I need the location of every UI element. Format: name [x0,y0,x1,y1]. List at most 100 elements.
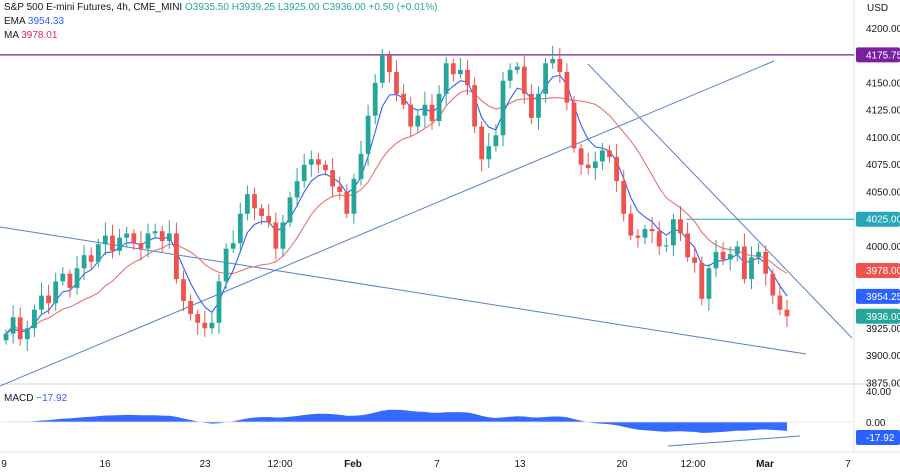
price-labels: 4175.75 4025.00 3978.00 3954.25 3936.00 [856,47,900,324]
candle-body [124,233,130,238]
candle-body [592,161,598,168]
candle-body [131,233,137,244]
candle-body [387,55,392,73]
candle-body [408,104,414,127]
candle-body [756,251,761,258]
candle-body [770,273,776,296]
candle-body [237,213,243,244]
time-tick-label: Mar [756,459,774,470]
candle-body [699,262,705,299]
candle-body [32,309,37,329]
time-tick-label: 7 [845,459,851,470]
price-label-tag [856,211,900,227]
candle-body [507,69,513,81]
candle-body [742,246,747,280]
candle-body [3,333,9,341]
ema-label: EMA [4,16,26,27]
candle-body [713,251,719,269]
candle-body [351,178,357,214]
candle-body [95,244,101,262]
low-value: L3925.00 [277,2,320,13]
candle-body [692,257,698,263]
moving-averages [5,74,788,335]
candle-body [493,135,499,147]
price-tick-label: 4100.00 [866,133,900,144]
candle-body [230,243,236,249]
horizontal-levels [0,54,854,220]
candle-body [301,164,307,182]
candle-body [394,72,399,94]
symbol-title: S&P 500 E-mini Futures, 4h, CME_MINI [4,2,183,13]
price-label-text: 4175.75 [866,50,900,61]
candle-body [521,66,527,94]
candle-body [727,254,733,260]
macd-divergence-line [667,435,801,447]
candle-body [152,231,158,234]
price-label-text: 4025.00 [866,215,900,226]
candle-body [245,194,250,214]
time-axis[interactable]: 9 16 23 12:00 Feb 7 13 20 12:00 Mar 7 [1,459,851,470]
price-tick-label: 3900.00 [866,351,900,362]
price-tick-label: 3925.00 [866,324,900,335]
candle-body [465,69,470,86]
candle-body [678,219,683,234]
ma-row[interactable]: MA 3978.01 [4,29,437,43]
price-tick-label: 4125.00 [866,106,900,117]
price-label-tag [856,288,900,304]
ma-label: MA [4,30,19,41]
candle-body [564,72,570,103]
time-tick-label: 16 [99,459,111,470]
candle-body [159,231,165,242]
candle-body [195,314,201,323]
time-tick-label: 9 [1,459,7,470]
candle-body [685,233,690,258]
candle-body [223,248,229,282]
candle-body [656,231,662,247]
high-value: H3939.25 [231,2,276,13]
candle-body [557,58,563,73]
candle-body [401,93,406,105]
candle-body [166,233,172,242]
candle-body [720,251,726,260]
price-tick-label: 4200.00 [866,24,900,35]
candle-body [671,219,676,246]
macd-area-fill [6,409,787,433]
time-tick-label: Feb [344,459,362,470]
candles [3,45,790,352]
candle-body [706,268,712,299]
time-tick-label: 7 [434,459,440,470]
macd-axis: 40.00 0.00 -17.92 [856,387,900,445]
ma-value: 3978.01 [21,30,58,41]
candle-body [450,63,456,75]
macd-tick-label: 40.00 [866,387,891,398]
candle-body [308,159,314,165]
candle-body [550,58,556,64]
candle-body [110,235,115,251]
candle-body [252,194,257,209]
macd-legend[interactable]: MACD −17.92 [4,392,67,406]
candle-body [266,215,272,223]
candle-body [458,69,463,75]
candle-body [614,157,619,182]
ema-row[interactable]: EMA 3954.33 [4,15,437,29]
candle-body [422,104,428,116]
trendlines [0,60,853,447]
candle-body [74,268,80,288]
candle-body [88,255,94,262]
macd-histogram [0,409,854,433]
price-tick-label: 4050.00 [866,187,900,198]
chart-legend: S&P 500 E-mini Futures, 4h, CME_MINI O39… [4,1,437,43]
macd-tick-label: 0.00 [866,418,886,429]
candle-body [500,80,506,136]
candle-body [628,213,634,236]
candle-body [67,273,73,288]
candle-body [543,63,548,94]
candle-body [635,235,641,238]
macd-value: −17.92 [36,393,68,404]
candle-body [436,93,442,122]
price-axis[interactable]: 4200.00 4150.00 4125.00 4100.00 4075.00 4050.… [866,24,900,389]
price-tick-label: 4075.00 [866,160,900,171]
candle-body [117,237,122,251]
